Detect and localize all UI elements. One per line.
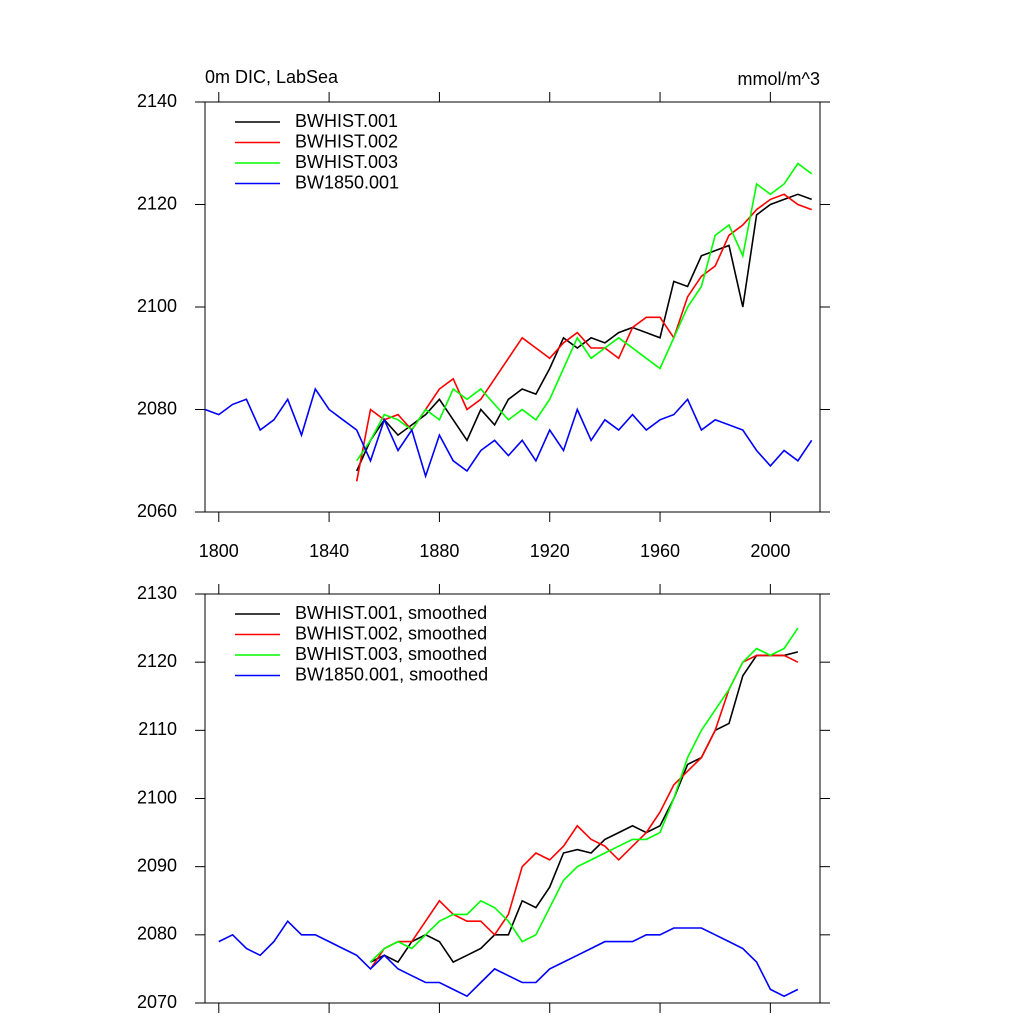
legend-label: BWHIST.001 [295,111,398,131]
legend-label: BW1850.001 [295,172,399,192]
legend-label: BWHIST.002 [295,131,398,151]
series-line [369,627,799,963]
y-tick-label: 2130 [137,583,177,603]
x-tick-label: 1840 [309,541,349,561]
y-tick-label: 2100 [137,787,177,807]
series-line [369,654,799,970]
y-tick-label: 2120 [137,651,177,671]
y-tick-label: 2100 [137,296,177,316]
x-tick-label: 1920 [530,541,570,561]
y-tick-label: 2080 [137,398,177,418]
legend-label: BWHIST.001, smoothed [295,603,487,623]
y-tick-label: 2090 [137,855,177,875]
x-tick-label: 2000 [750,541,790,561]
legend-label: BW1850.001, smoothed [295,664,488,684]
legend-label: BWHIST.003 [295,152,398,172]
y-tick-label: 2120 [137,193,177,213]
y-tick-label: 2080 [137,924,177,944]
units-label: mmol/m^3 [738,69,820,89]
legend-label: BWHIST.002, smoothed [295,623,487,643]
y-tick-label: 2110 [138,719,177,739]
x-tick-label: 1960 [640,541,680,561]
y-tick-label: 2070 [137,992,177,1012]
chart-title: 0m DIC, LabSea [205,67,339,87]
y-tick-label: 2060 [137,501,177,521]
x-tick-label: 1800 [199,541,239,561]
legend-label: BWHIST.003, smoothed [295,644,487,664]
series-line [204,387,813,479]
series-line [370,651,799,964]
y-tick-label: 2140 [137,91,177,111]
series-line [356,162,813,462]
x-tick-label: 1880 [419,541,459,561]
series-line [355,193,812,482]
series-line [355,193,812,472]
series-line [218,919,799,998]
